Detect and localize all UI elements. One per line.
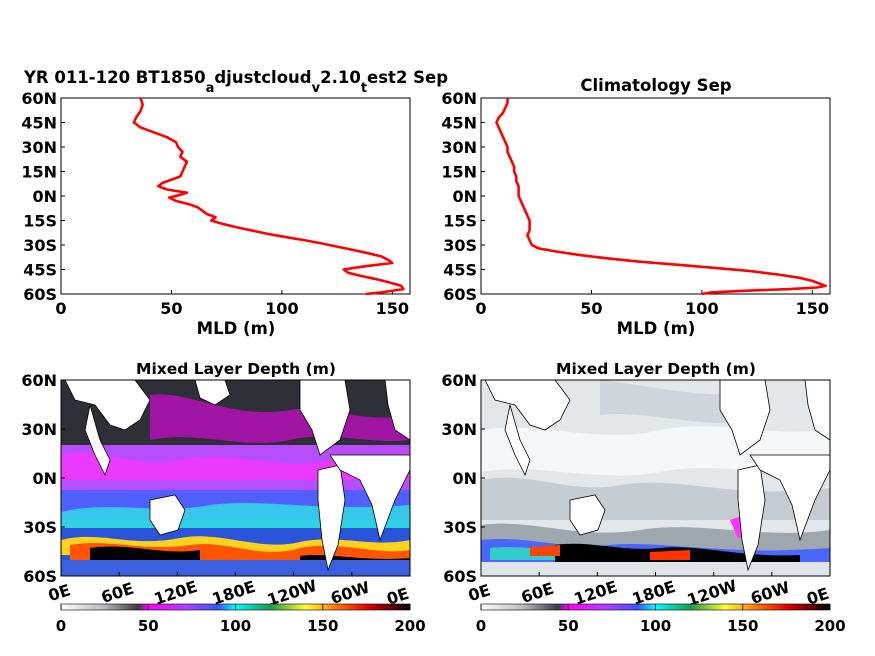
y-tick-label: 60S xyxy=(23,285,57,304)
x-tick-label: 60W xyxy=(328,577,372,608)
x-tick-label: 100 xyxy=(265,299,298,318)
y-tick-label: 30N xyxy=(441,138,477,157)
y-tick-label: 0N xyxy=(32,187,57,206)
line-panel-model-x-tick-labels: 0 50 100 150 xyxy=(55,290,409,318)
colorbar-left-tick-labels: 0 50 100 150 200 xyxy=(56,604,426,635)
x-tick-label: 60E xyxy=(519,579,556,607)
line-panel-climatology-title: Climatology Sep xyxy=(580,76,731,95)
y-tick-label: 60N xyxy=(441,371,477,390)
line-panel-climatology-x-label: MLD (m) xyxy=(617,319,696,338)
y-tick-label: 15S xyxy=(443,212,477,231)
y-tick-label: 60S xyxy=(443,567,477,586)
y-tick-label: 60S xyxy=(23,567,57,586)
line-panel-climatology-x-tick-labels: 0 50 100 150 xyxy=(475,290,829,318)
y-tick-label: 30S xyxy=(23,518,57,537)
line-panel-model: YR 011-120 BT1850adjustcloudv2.10test2 S… xyxy=(21,68,448,338)
colorbar-tick-label: 50 xyxy=(558,617,579,635)
line-panel-climatology: Climatology Sep 60N45N30N15N0N15S30S45S6… xyxy=(441,76,831,338)
y-tick-label: 30S xyxy=(443,518,477,537)
y-tick-label: 30N xyxy=(441,420,477,439)
line-panel-climatology-mld-series xyxy=(495,98,827,296)
colorbar-tick-label: 100 xyxy=(640,617,671,635)
y-tick-label: 0N xyxy=(32,469,57,488)
line-panel-climatology-axes-box xyxy=(480,97,831,295)
x-tick-label: 150 xyxy=(796,299,829,318)
map-panel-climatology-title: Mixed Layer Depth (m) xyxy=(556,360,756,378)
line-panel-model-y-tick-labels: 60N 45N 30N 15N 0N 15S 30S 45S 60S xyxy=(21,89,65,304)
map-panel-model-title: Mixed Layer Depth (m) xyxy=(136,360,336,378)
map-panel-climatology-y-tick-labels: 60N 30N 0N 30S 60S xyxy=(441,371,485,586)
map-panel-climatology-heatmap-field xyxy=(481,380,830,576)
x-tick-label: 0 xyxy=(55,299,66,318)
y-tick-label: 45N xyxy=(21,114,57,133)
colorbar-tick-label: 150 xyxy=(727,617,758,635)
colorbar-tick-label: 200 xyxy=(814,617,845,635)
colorbar-right: 0 50 100 150 200 xyxy=(476,603,846,635)
y-tick-label: 15N xyxy=(441,163,477,182)
colorbar-right-tick-labels: 0 50 100 150 200 xyxy=(476,604,846,635)
y-tick-label: 45N xyxy=(441,114,477,133)
y-tick-label: 0N xyxy=(452,187,477,206)
y-tick-label: 30S xyxy=(23,236,57,255)
line-panel-model-title: YR 011-120 BT1850adjustcloudv2.10test2 S… xyxy=(23,68,448,96)
y-tick-label: 15N xyxy=(21,163,57,182)
y-tick-label: 45S xyxy=(23,261,57,280)
x-tick-label: 60E xyxy=(99,579,136,607)
x-tick-label: 150 xyxy=(376,299,409,318)
colorbar-tick-label: 100 xyxy=(220,617,251,635)
y-tick-label: 60N xyxy=(21,371,57,390)
colorbar-tick-label: 200 xyxy=(394,617,425,635)
map-panel-model-y-tick-labels: 60N 30N 0N 30S 60S xyxy=(21,371,65,586)
y-tick-label: 60S xyxy=(443,285,477,304)
map-panel-climatology: Mixed Layer Depth (m) 60N 30N 0N 30S 60S xyxy=(441,360,831,610)
y-tick-label: 30S xyxy=(443,236,477,255)
line-panel-climatology-y-tick-labels: 60N 45N 30N 15N 0N 15S 30S 45S 60S xyxy=(441,89,485,304)
x-tick-label: 0 xyxy=(475,299,486,318)
colorbar-left: 0 50 100 150 200 xyxy=(56,603,426,635)
line-panel-model-mld-series xyxy=(132,97,405,296)
x-tick-label: 50 xyxy=(160,299,182,318)
y-tick-label: 15S xyxy=(23,212,57,231)
y-tick-label: 60N xyxy=(21,89,57,108)
colorbar-tick-label: 0 xyxy=(476,617,486,635)
x-tick-label: 100 xyxy=(685,299,718,318)
y-tick-label: 60N xyxy=(441,89,477,108)
line-panel-model-x-label: MLD (m) xyxy=(197,319,276,338)
colorbar-tick-label: 150 xyxy=(307,617,338,635)
colorbar-tick-label: 50 xyxy=(138,617,159,635)
y-tick-label: 30N xyxy=(21,420,57,439)
y-tick-label: 45S xyxy=(443,261,477,280)
colorbar-tick-label: 0 xyxy=(56,617,66,635)
map-panel-model-heatmap-field xyxy=(61,380,410,576)
line-panel-model-axes-box xyxy=(60,97,411,295)
x-tick-label: 60W xyxy=(748,577,792,608)
y-tick-label: 0N xyxy=(452,469,477,488)
x-tick-label: 50 xyxy=(580,299,602,318)
y-tick-label: 30N xyxy=(21,138,57,157)
